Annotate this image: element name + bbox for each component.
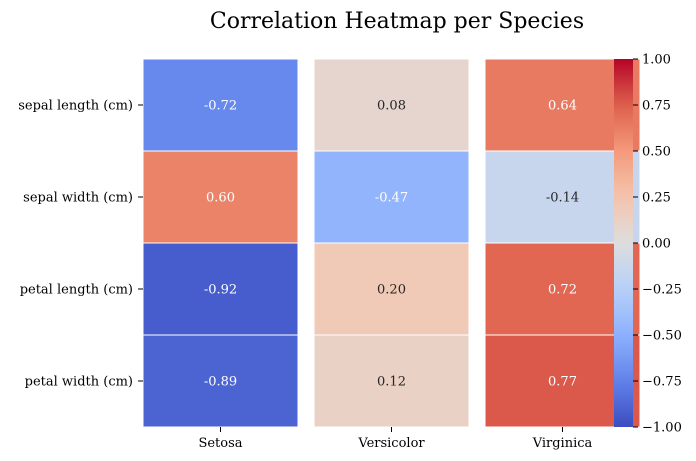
column-tick-label: Versicolor xyxy=(357,436,425,451)
cell-value-label: 0.08 xyxy=(377,99,406,114)
heatmap-cell xyxy=(142,58,299,152)
heatmap-cells: -0.72 0.08 0.64 0.60 -0.47 -0.14 -0.92 0.20 0.72… xyxy=(142,58,641,428)
colorbar-ticks: 1.00 0.75 0.50 0.25 0.00 −0.25 −0.50 −0.75 −1.00 xyxy=(633,53,682,436)
colorbar-tick-label: 0.00 xyxy=(642,237,671,252)
colorbar-tick-label: 0.50 xyxy=(642,145,671,160)
cell-value-label: 0.72 xyxy=(548,283,577,298)
chart-title: Correlation Heatmap per Species xyxy=(210,9,584,34)
heatmap-cell xyxy=(142,334,299,428)
cell-value-label: 0.77 xyxy=(548,375,577,390)
row-tick-label: petal width (cm) xyxy=(25,375,133,390)
heatmap-cell xyxy=(313,58,470,152)
cell-value-label: -0.47 xyxy=(375,191,408,206)
heatmap-cell xyxy=(142,150,299,244)
colorbar-tick-label: 0.25 xyxy=(642,191,671,206)
cell-value-label: 0.64 xyxy=(548,99,577,114)
cell-value-label: 0.20 xyxy=(377,283,406,298)
colorbar-tick-label: −0.50 xyxy=(642,329,682,344)
colorbar-tick-label: 0.75 xyxy=(642,99,671,114)
column-tick-label: Virginica xyxy=(532,436,593,451)
cell-value-label: 0.12 xyxy=(377,375,406,390)
cell-value-label: -0.72 xyxy=(204,99,237,114)
colorbar-tick-label: −0.75 xyxy=(642,375,682,390)
colorbar-gradient xyxy=(614,59,633,427)
cell-value-label: -0.92 xyxy=(204,283,237,298)
cell-value-label: 0.60 xyxy=(206,191,235,206)
heatmap-cell xyxy=(313,242,470,336)
row-tick-label: sepal length (cm) xyxy=(18,99,133,114)
colorbar-tick-label: −1.00 xyxy=(642,421,682,436)
cell-value-label: -0.89 xyxy=(204,375,237,390)
row-tick-labels: sepal length (cm) sepal width (cm) petal l… xyxy=(18,99,143,390)
colorbar-tick-label: 1.00 xyxy=(642,53,671,68)
heatmap-cell xyxy=(313,334,470,428)
cell-value-label: -0.14 xyxy=(546,191,579,206)
row-tick-label: sepal width (cm) xyxy=(23,191,133,206)
column-tick-label: Setosa xyxy=(198,436,242,451)
colorbar-tick-label: −0.25 xyxy=(642,283,682,298)
column-tick-labels: Setosa Versicolor Virginica xyxy=(198,427,593,451)
colorbar: 1.00 0.75 0.50 0.25 0.00 −0.25 −0.50 −0.75 −1.00 xyxy=(614,53,682,436)
row-tick-label: petal length (cm) xyxy=(20,283,133,298)
heatmap-cell xyxy=(313,150,470,244)
